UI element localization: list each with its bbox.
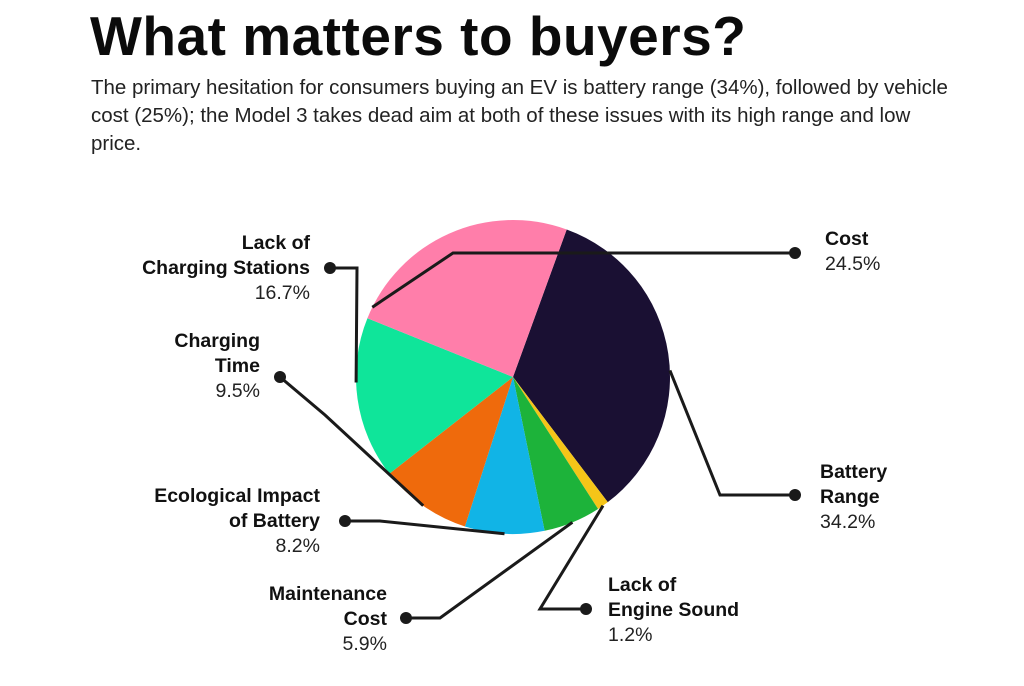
leader-line (371, 251, 795, 309)
leader-dot (400, 612, 412, 624)
slice-name-label: Cost (825, 228, 869, 250)
slice-value-label: 34.2% (820, 511, 875, 533)
slice-name-label: Battery (820, 461, 887, 483)
pie-slice (513, 229, 671, 503)
chart-subtitle: The primary hesitation for consumers buy… (91, 76, 948, 155)
slice-name-label: Ecological Impact (154, 485, 320, 507)
slice-value-label: 8.2% (276, 535, 320, 557)
leader-lines (274, 247, 801, 624)
pie-slice (513, 377, 599, 531)
slice-labels: Battery Range 34.2% Lack of Engine Sound 1.2%… (142, 228, 887, 655)
slice-value-label: 24.5% (825, 253, 880, 275)
leader-line (406, 521, 574, 620)
slice-name-label: of Battery (229, 510, 320, 532)
leader-dot (324, 262, 336, 274)
pie-slices (356, 220, 671, 534)
leader-dot (274, 371, 286, 383)
pie-slice (389, 377, 513, 527)
slice-name-label: Maintenance (269, 583, 387, 605)
leader-dot (580, 603, 592, 615)
slice-name-label: Cost (344, 608, 388, 630)
slice-name-label: Charging Stations (142, 257, 310, 279)
slice-name-label: Lack of (242, 232, 311, 254)
leader-line (537, 504, 605, 611)
pie-slice (367, 220, 567, 377)
slice-name-label: Range (820, 486, 880, 508)
slice-name-label: Time (215, 355, 260, 377)
leader-line (330, 266, 359, 383)
slice-name-label: Charging (174, 330, 260, 352)
pie-slice (513, 377, 608, 509)
leader-dot (339, 515, 351, 527)
pie-slice (356, 318, 513, 474)
slice-value-label: 9.5% (216, 380, 260, 402)
leader-line (668, 369, 795, 497)
leader-line (345, 519, 505, 536)
slice-value-label: 5.9% (343, 633, 387, 655)
slice-value-label: 16.7% (255, 282, 310, 304)
pie-slice (464, 377, 545, 534)
slice-name-label: Engine Sound (608, 599, 739, 621)
slice-value-label: 1.2% (608, 624, 652, 646)
leader-dot (789, 247, 801, 259)
leader-line (279, 375, 425, 507)
leader-dot (789, 489, 801, 501)
chart-title: What matters to buyers? (90, 5, 747, 67)
slice-name-label: Lack of (608, 574, 677, 596)
